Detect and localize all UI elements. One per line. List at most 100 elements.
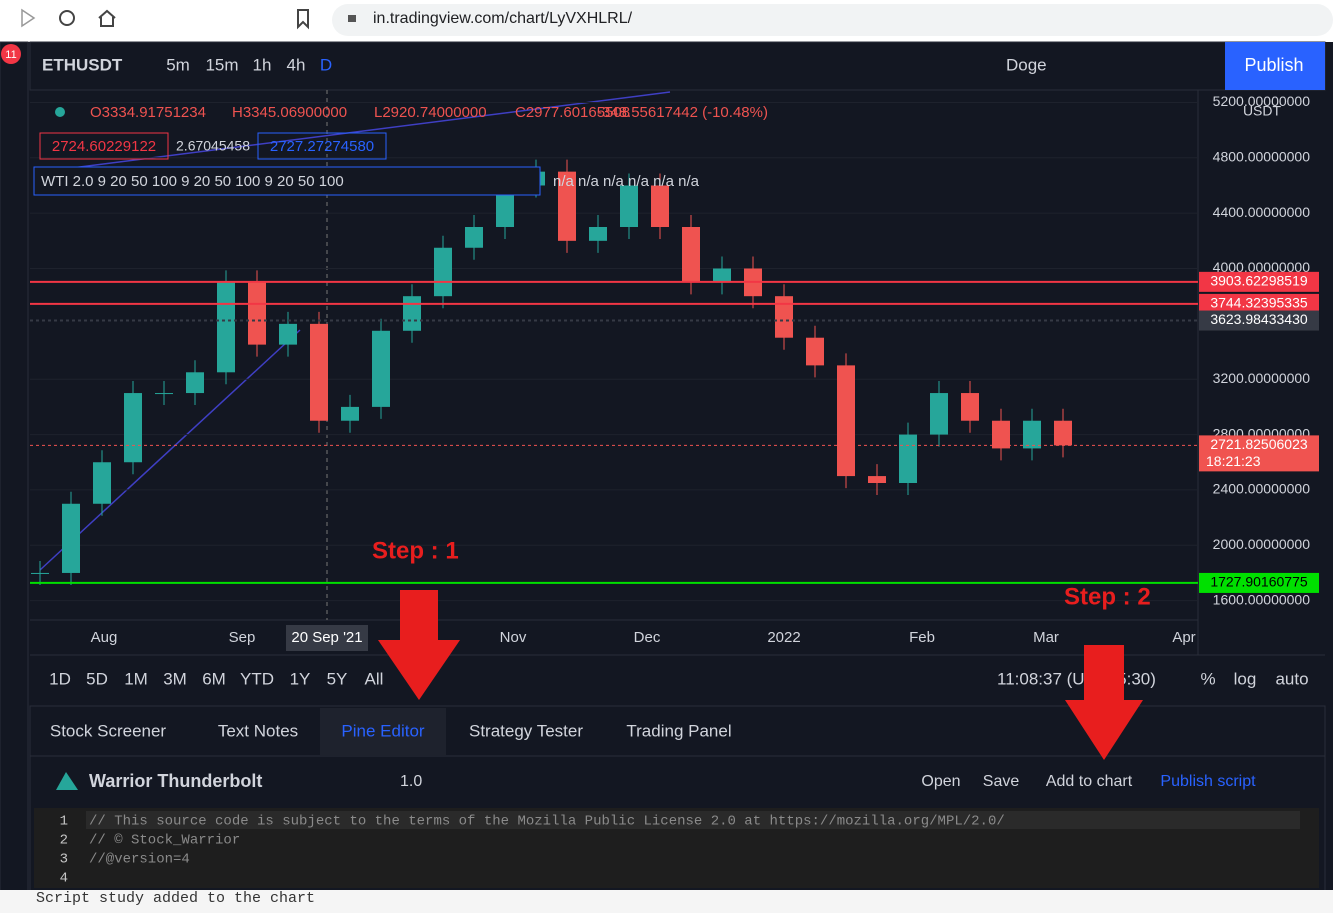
time-label: Apr — [1172, 629, 1195, 646]
price-tick: 4400.00000000 — [1213, 204, 1311, 220]
spread: 2.67045458 — [176, 138, 250, 154]
range[interactable]: 1D — [49, 669, 71, 688]
publish-label[interactable]: Publish — [1244, 55, 1303, 75]
publish-button[interactable] — [1225, 42, 1325, 90]
candle — [682, 226, 700, 283]
price-label: 1727.90160775 — [1210, 574, 1308, 590]
address-box[interactable] — [332, 4, 1333, 36]
status-bar — [0, 890, 1333, 913]
candle — [868, 476, 886, 484]
annotation: Step : 1 — [372, 537, 459, 564]
symbol[interactable]: ETHUSDT — [42, 55, 123, 74]
range[interactable]: 1M — [124, 669, 148, 688]
range[interactable]: 5D — [86, 669, 108, 688]
tab[interactable]: Trading Panel — [626, 721, 731, 740]
price-tick: 4800.00000000 — [1213, 149, 1311, 165]
clock: 11:08:37 (UTC+5:30) — [997, 669, 1156, 688]
scale-option[interactable]: log — [1234, 669, 1257, 688]
ohlc: L2920.74000000 — [374, 104, 487, 121]
price-label: 3903.62298519 — [1210, 273, 1308, 289]
candle — [310, 323, 328, 421]
action[interactable]: Open — [921, 773, 960, 790]
status: Script study added to the chart — [36, 890, 315, 907]
tab[interactable]: Stock Screener — [50, 721, 167, 740]
range[interactable]: 3M — [163, 669, 187, 688]
candle — [837, 365, 855, 477]
tab[interactable]: Strategy Tester — [469, 721, 583, 740]
price-label-bg — [1199, 435, 1319, 472]
trend-line — [55, 91, 671, 171]
indicator-box[interactable] — [33, 166, 541, 196]
tab[interactable]: Pine Editor — [341, 721, 424, 740]
range[interactable]: All — [365, 669, 384, 688]
forward-icon[interactable] — [21, 8, 36, 28]
interval[interactable]: 1h — [253, 55, 272, 74]
url: in.tradingview.com/chart/LyVXHLRL/ — [373, 10, 633, 27]
script-name: Warrior Thunderbolt — [89, 771, 262, 791]
ask: 2727.27274580 — [270, 138, 374, 155]
badge-text: 11 — [5, 49, 16, 61]
candle — [155, 393, 173, 395]
active-tab[interactable] — [320, 708, 446, 756]
time-label: Aug — [91, 629, 118, 646]
price-tick: 2400.00000000 — [1213, 481, 1311, 497]
time-label: Feb — [909, 629, 935, 646]
lock-icon — [348, 15, 356, 22]
time-label: 2022 — [767, 629, 800, 646]
version[interactable]: 1.0 — [400, 773, 422, 790]
candle — [496, 185, 514, 227]
scale-option[interactable]: auto — [1275, 669, 1308, 688]
scale-option[interactable]: % — [1200, 669, 1215, 688]
action[interactable]: Add to chart — [1046, 773, 1133, 790]
reload-icon[interactable] — [59, 10, 75, 26]
tab[interactable]: Text Notes — [218, 721, 298, 740]
interval[interactable]: 5m — [166, 55, 190, 74]
indicator: WTI 2.0 9 20 50 100 9 20 50 100 9 20 50 … — [41, 173, 344, 190]
price-tick: 1600.00000000 — [1213, 591, 1311, 607]
interval[interactable]: D — [320, 55, 332, 74]
price-label-bg — [1199, 271, 1319, 292]
range[interactable]: 5Y — [327, 669, 348, 688]
range[interactable]: 1Y — [290, 669, 311, 688]
line-number: 3 — [60, 852, 68, 868]
price-label: 2721.82506023 — [1210, 436, 1308, 452]
price-label-bg — [1199, 572, 1319, 593]
arrow — [378, 590, 460, 700]
code-line: // This source code is subject to the te… — [89, 814, 1005, 830]
price-label: 3623.98433430 — [1210, 311, 1308, 327]
candle — [899, 434, 917, 484]
candle — [961, 393, 979, 421]
candle — [1054, 420, 1072, 446]
candle — [713, 268, 731, 283]
candle — [651, 185, 669, 227]
candle — [775, 296, 793, 338]
candle — [930, 393, 948, 435]
trend-line-lower — [39, 329, 301, 571]
time-label: Sep — [229, 629, 256, 646]
candle — [620, 185, 638, 227]
ohlc: C2977.60165508 — [515, 104, 630, 121]
bookmark-icon[interactable] — [297, 9, 309, 30]
action[interactable]: Save — [983, 773, 1020, 790]
ask-box — [257, 132, 387, 160]
current-line — [86, 811, 1300, 829]
interval[interactable]: 15m — [205, 55, 238, 74]
price-label: 3744.32395335 — [1210, 295, 1308, 311]
candle — [372, 330, 390, 407]
countdown: 18:21:23 — [1206, 453, 1261, 469]
live-dot — [55, 107, 65, 117]
currency[interactable]: USDT — [1243, 103, 1282, 119]
candle — [589, 226, 607, 241]
action[interactable]: Publish script — [1160, 773, 1256, 790]
layout-name[interactable]: Doge — [1006, 55, 1047, 74]
arrow — [1065, 645, 1143, 760]
interval[interactable]: 4h — [287, 55, 306, 74]
range[interactable]: YTD — [240, 669, 274, 688]
home-icon[interactable] — [98, 9, 116, 27]
range[interactable]: 6M — [202, 669, 226, 688]
candle — [558, 171, 576, 241]
annotation: Step : 2 — [1064, 583, 1151, 610]
code-line: // © Stock_Warrior — [89, 833, 240, 849]
price-tick: 3200.00000000 — [1213, 370, 1311, 386]
